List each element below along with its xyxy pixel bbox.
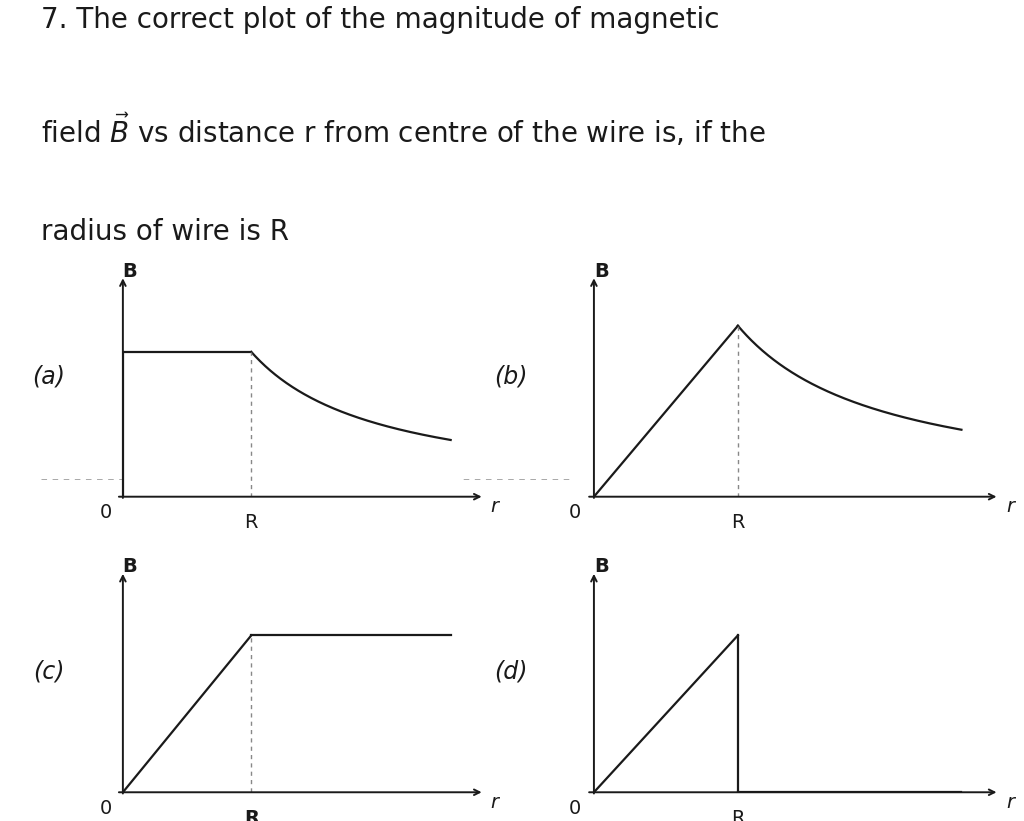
Text: R: R xyxy=(245,513,258,532)
Text: r: r xyxy=(1007,793,1015,812)
Text: B: B xyxy=(594,557,609,576)
Text: 0: 0 xyxy=(569,503,581,522)
Text: (d): (d) xyxy=(494,659,527,684)
Text: r: r xyxy=(1007,498,1015,516)
Text: B: B xyxy=(594,262,609,281)
Text: R: R xyxy=(244,809,259,821)
Text: r: r xyxy=(490,498,499,516)
Text: 0: 0 xyxy=(100,503,112,522)
Text: B: B xyxy=(122,262,137,281)
Text: 0: 0 xyxy=(569,799,581,818)
Text: (b): (b) xyxy=(494,364,527,388)
Text: (c): (c) xyxy=(33,659,65,684)
Text: 0: 0 xyxy=(100,799,112,818)
Text: R: R xyxy=(731,809,744,821)
Text: B: B xyxy=(122,557,137,576)
Text: field $\vec{B}$ vs distance r from centre of the wire is, if the: field $\vec{B}$ vs distance r from centr… xyxy=(41,112,766,149)
Text: r: r xyxy=(490,793,499,812)
Text: R: R xyxy=(731,513,744,532)
Text: (a): (a) xyxy=(32,364,66,388)
Text: radius of wire is R: radius of wire is R xyxy=(41,218,289,246)
Text: 7. The correct plot of the magnitude of magnetic: 7. The correct plot of the magnitude of … xyxy=(41,7,720,34)
